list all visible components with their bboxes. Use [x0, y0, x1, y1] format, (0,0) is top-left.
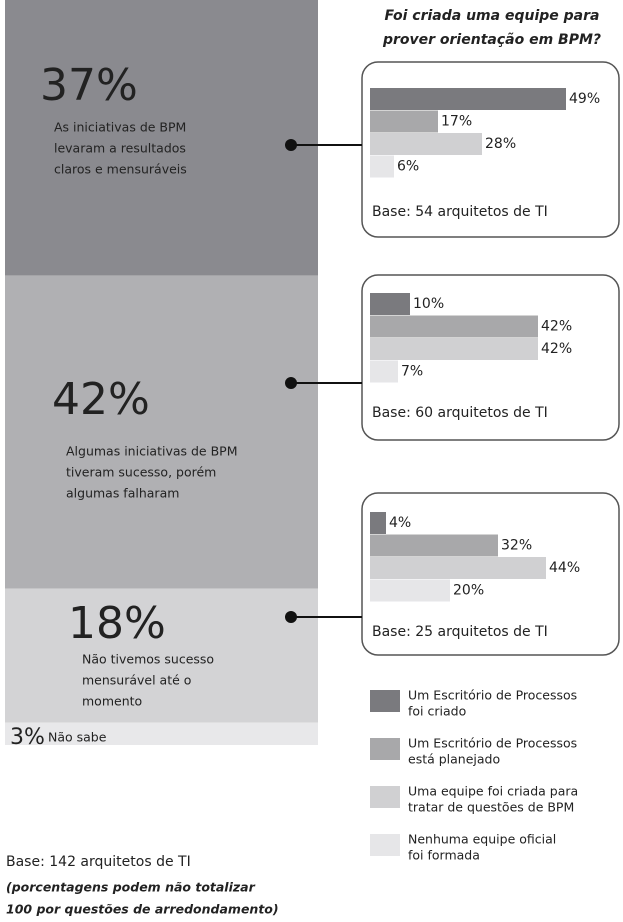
segment-description: momento — [82, 694, 142, 709]
segment-description: levaram a resultados — [54, 141, 186, 156]
segment-description: Algumas iniciativas de BPM — [66, 444, 238, 459]
bar-label: 42% — [541, 319, 572, 335]
segment-description: claros e mensuráveis — [54, 162, 187, 177]
bar-label: 17% — [441, 114, 472, 130]
bar — [370, 110, 438, 133]
stack-segment — [5, 275, 318, 589]
bar-label: 44% — [549, 560, 580, 576]
bar-label: 4% — [389, 515, 411, 531]
bar-label: 20% — [453, 583, 484, 599]
stack-segment — [5, 0, 318, 276]
bar-label: 42% — [541, 341, 572, 357]
legend-label: Uma equipe foi criada para — [408, 784, 578, 799]
legend-label: foi criado — [408, 704, 466, 719]
base-label: Base: 60 arquitetos de TI — [372, 405, 548, 421]
segment-description: Não sabe — [48, 730, 107, 745]
bar — [370, 293, 410, 315]
segment-description: As iniciativas de BPM — [54, 120, 186, 135]
footnote-base: Base: 142 arquitetos de TI — [6, 854, 191, 870]
bar — [370, 88, 566, 110]
bar — [370, 338, 538, 360]
legend-swatch — [370, 690, 400, 712]
stack-segment — [5, 722, 318, 745]
legend-label: foi formada — [408, 848, 480, 863]
footnote-note: (porcentagens podem não totalizar — [6, 880, 256, 895]
bar-label: 32% — [501, 538, 532, 554]
legend-swatch — [370, 738, 400, 760]
bar — [370, 360, 398, 383]
bar-label: 28% — [485, 136, 516, 152]
stack-segment — [5, 588, 318, 723]
legend-label: está planejado — [408, 752, 500, 767]
segment-description: mensurável até o — [82, 673, 191, 688]
bar — [370, 534, 498, 557]
footnote-note: 100 por questões de arredondamento) — [6, 902, 279, 917]
bar-label: 6% — [397, 159, 419, 175]
segment-percent: 18% — [68, 598, 166, 649]
legend-label: Um Escritório de Processos — [408, 736, 577, 751]
segment-percent: 3% — [10, 725, 45, 750]
bar — [370, 557, 546, 579]
bar — [370, 579, 450, 602]
bar-label: 7% — [401, 364, 423, 380]
legend-label: Nenhuma equipe oficial — [408, 832, 556, 847]
title: Foi criada uma equipe para — [385, 8, 600, 24]
bar — [370, 155, 394, 178]
legend-label: tratar de questões de BPM — [408, 800, 574, 815]
legend-swatch — [370, 786, 400, 808]
bar — [370, 315, 538, 338]
base-label: Base: 25 arquitetos de TI — [372, 624, 548, 640]
bar-label: 49% — [569, 91, 600, 107]
bar — [370, 512, 386, 534]
segment-percent: 37% — [40, 60, 138, 111]
bar-label: 10% — [413, 296, 444, 312]
segment-description: algumas falharam — [66, 486, 179, 501]
legend-label: Um Escritório de Processos — [408, 688, 577, 703]
base-label: Base: 54 arquitetos de TI — [372, 204, 548, 220]
segment-percent: 42% — [52, 374, 150, 425]
segment-description: Não tivemos sucesso — [82, 652, 214, 667]
segment-description: tiveram sucesso, porém — [66, 465, 216, 480]
bar — [370, 133, 482, 155]
title: prover orientação em BPM? — [382, 32, 601, 48]
legend-swatch — [370, 834, 400, 856]
